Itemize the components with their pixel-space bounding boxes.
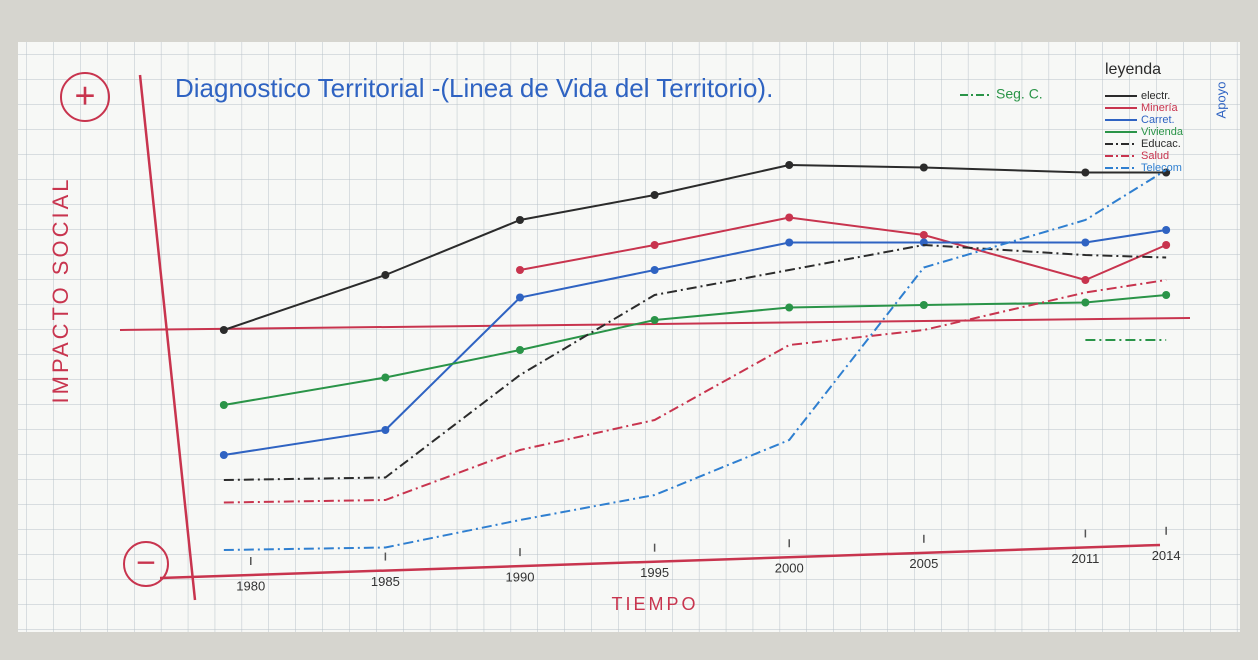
point [920, 301, 928, 309]
point [785, 239, 793, 247]
y-axis-label: IMPACTO SOCIAL [48, 176, 73, 403]
point [516, 266, 524, 274]
point [1162, 226, 1170, 234]
x-tick-label: 2000 [775, 561, 804, 576]
x-tick-label: 1990 [506, 570, 535, 585]
x-tick-label: 2011 [1071, 551, 1099, 566]
point [651, 191, 659, 199]
point [220, 326, 228, 334]
point [920, 231, 928, 239]
point [1081, 299, 1089, 307]
point [1081, 276, 1089, 284]
point [381, 271, 389, 279]
point [1162, 291, 1170, 299]
x-tick-label: 2005 [909, 556, 938, 571]
point [516, 294, 524, 302]
point [920, 164, 928, 172]
x-axis-label: TIEMPO [611, 594, 698, 614]
paper-grid [18, 42, 1240, 632]
x-tick-label: 2014 [1152, 548, 1181, 563]
point [1081, 169, 1089, 177]
chart-title: Diagnostico Territorial -(Linea de Vida … [175, 73, 773, 103]
point [381, 374, 389, 382]
point [516, 346, 524, 354]
legend-label: electr. [1141, 90, 1170, 102]
legend-label: Minería [1141, 102, 1179, 114]
annotation: Apoyo [1213, 82, 1228, 119]
legend-label: Salud [1141, 150, 1169, 162]
point [785, 304, 793, 312]
point [651, 316, 659, 324]
legend-label: Vivienda [1141, 126, 1184, 138]
point [651, 266, 659, 274]
point [220, 451, 228, 459]
point [381, 426, 389, 434]
x-tick-label: 1985 [371, 574, 400, 589]
legend-label: Educac. [1141, 138, 1181, 150]
legend-label: Telecom [1141, 162, 1182, 174]
x-tick-label: 1995 [640, 565, 669, 580]
legend-label: Seg. C. [996, 86, 1043, 102]
point [516, 216, 524, 224]
x-tick-label: 1980 [236, 578, 265, 593]
y-top-label: + [74, 75, 95, 116]
point [651, 241, 659, 249]
legend-title: leyenda [1105, 61, 1161, 78]
legend-label: Carret. [1141, 114, 1175, 126]
point [220, 401, 228, 409]
point [1081, 239, 1089, 247]
chart: + − IMPACTO SOCIAL TIEMPO Diagnostico Te… [0, 0, 1258, 660]
y-bottom-label: − [136, 544, 156, 582]
point [785, 214, 793, 222]
point [1162, 241, 1170, 249]
point [785, 161, 793, 169]
